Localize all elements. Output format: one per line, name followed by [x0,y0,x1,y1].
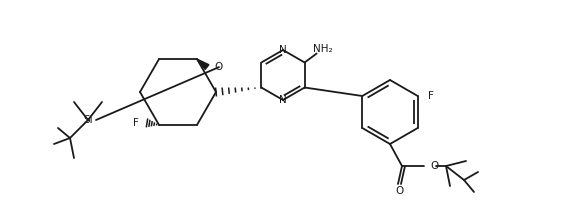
Text: O: O [214,62,222,72]
Text: N: N [279,95,287,105]
Text: F: F [428,91,434,101]
Polygon shape [197,59,209,69]
Text: NH₂: NH₂ [313,44,333,53]
Text: N: N [279,45,287,55]
Text: O: O [430,161,438,171]
Text: Si: Si [83,115,93,125]
Text: F: F [133,118,139,128]
Text: O: O [395,186,403,196]
